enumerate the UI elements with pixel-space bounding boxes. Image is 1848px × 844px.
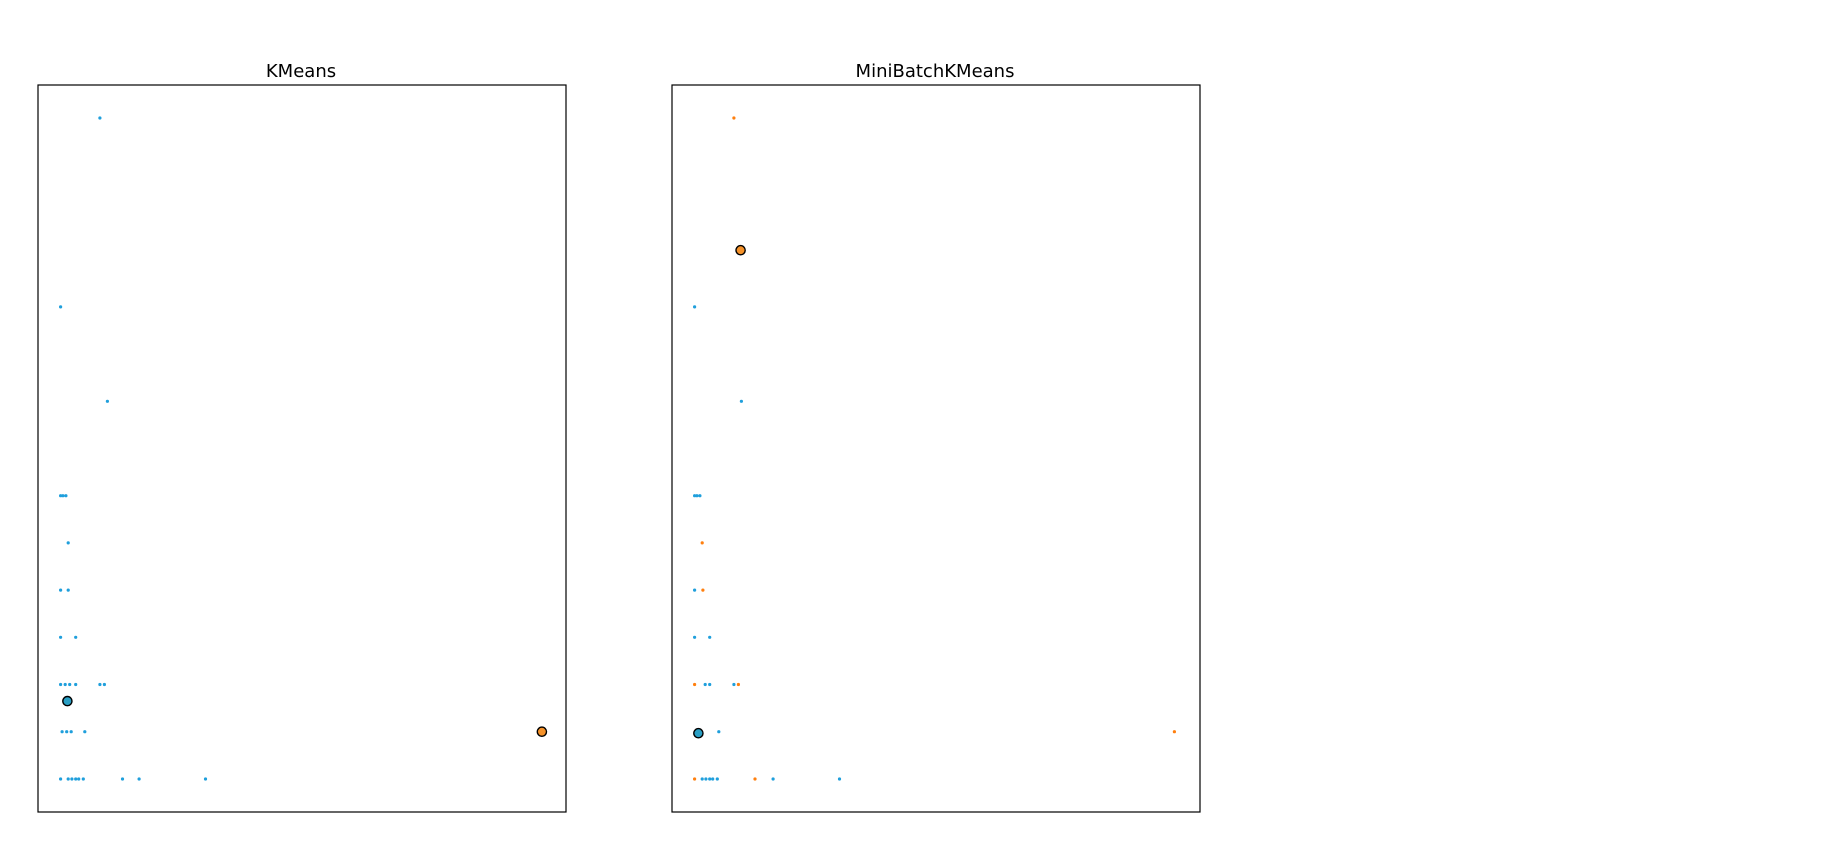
minibatchkmeans-point-23 [715,777,719,781]
minibatchkmeans-panel: MiniBatchKMeans [671,61,1201,813]
minibatchkmeans-cluster-center-0 [693,727,704,739]
minibatchkmeans-point-21 [708,777,712,781]
kmeans-point-20 [83,730,87,734]
kmeans-point-17 [60,730,64,734]
kmeans-point-21 [59,777,63,781]
minibatchkmeans-marks [693,116,1176,781]
minibatchkmeans-point-2 [739,399,744,403]
kmeans-cluster-center-0 [62,695,73,707]
kmeans-point-1 [59,305,63,309]
kmeans-point-27 [120,777,125,781]
kmeans-point-7 [59,588,63,592]
kmeans-point-18 [65,730,69,734]
minibatchkmeans-point-12 [703,682,707,687]
kmeans-point-12 [63,682,67,687]
kmeans-point-28 [137,777,141,781]
kmeans-point-2 [105,399,109,403]
minibatchkmeans-title: MiniBatchKMeans [856,61,1015,82]
kmeans-point-10 [74,635,78,639]
minibatchkmeans-point-14 [732,682,736,687]
kmeans-point-23 [70,777,74,781]
kmeans-point-24 [74,777,78,781]
kmeans-point-26 [81,777,85,781]
kmeans-point-14 [74,682,78,687]
minibatchkmeans-point-13 [708,682,712,687]
minibatchkmeans-point-8 [701,588,705,592]
kmeans-point-15 [98,682,102,687]
minibatchkmeans-point-7 [693,588,697,592]
minibatchkmeans-point-4 [695,494,699,498]
kmeans-point-8 [66,588,70,592]
minibatchkmeans-point-20 [704,777,708,781]
minibatchkmeans-point-18 [693,777,697,781]
kmeans-point-29 [203,777,208,781]
kmeans-panel: KMeans [37,61,567,813]
minibatchkmeans-point-26 [837,777,842,781]
kmeans-point-6 [66,541,70,545]
kmeans-point-19 [69,730,73,734]
minibatchkmeans-point-16 [717,730,721,734]
minibatchkmeans-point-5 [698,494,702,498]
minibatchkmeans-point-19 [700,777,704,781]
kmeans-point-3 [59,494,63,498]
kmeans-title: KMeans [266,61,336,82]
minibatchkmeans-point-17 [1172,730,1176,734]
minibatchkmeans-point-9 [693,635,697,639]
minibatchkmeans-point-0 [732,116,736,120]
minibatchkmeans-point-3 [693,494,697,498]
kmeans-point-25 [77,777,81,781]
kmeans-point-22 [66,777,70,781]
kmeans-point-9 [59,635,63,639]
minibatchkmeans-point-11 [693,682,697,687]
kmeans-marks [59,116,548,781]
minibatchkmeans-point-25 [771,777,775,781]
kmeans-plot-frame [37,84,567,813]
minibatchkmeans-point-1 [693,305,697,309]
kmeans-point-5 [64,494,68,498]
kmeans-point-13 [68,682,72,687]
kmeans-point-0 [98,116,102,120]
minibatchkmeans-point-24 [753,777,757,781]
kmeans-cluster-center-1 [536,726,548,738]
minibatchkmeans-point-15 [736,682,741,687]
minibatchkmeans-point-10 [708,635,712,639]
minibatchkmeans-point-22 [711,777,715,781]
kmeans-point-4 [61,494,65,498]
minibatchkmeans-point-6 [700,541,704,545]
kmeans-point-11 [59,682,63,687]
minibatchkmeans-cluster-center-1 [735,244,746,256]
minibatchkmeans-plot-frame [671,84,1201,813]
kmeans-point-16 [102,682,106,687]
